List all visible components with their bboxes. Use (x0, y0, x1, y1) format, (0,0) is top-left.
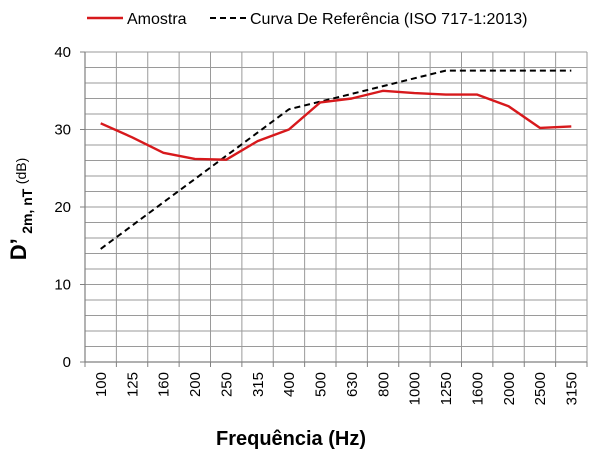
y-axis-title-unit: (dB) (13, 158, 29, 184)
y-axis-title: D’ 2m, nT (dB) (6, 158, 36, 260)
series-line-amostra (100, 89, 572, 161)
y-tick-label: 10 (54, 277, 71, 294)
legend-label-reference-curve: Curva De Referência (ISO 717-1:2013) (250, 11, 527, 28)
x-tick-label: 250 (218, 372, 235, 397)
x-tick-label: 1600 (469, 372, 486, 405)
x-tick-label: 630 (344, 372, 361, 397)
x-tick-label: 1250 (438, 372, 455, 405)
tick-labels: 0 10 20 30 40 100 125 160 200 250 315 400 500 630 800 1… (54, 44, 580, 405)
series (100, 69, 572, 250)
series-line-reference-curve (100, 69, 572, 250)
x-tick-label: 315 (250, 372, 267, 397)
grid (84, 51, 588, 362)
x-axis-title: Frequência (Hz) (216, 428, 366, 450)
x-tick-label: 500 (313, 372, 330, 397)
x-tick-label: 2500 (532, 372, 549, 405)
axes (80, 51, 588, 367)
x-tick-label: 200 (187, 372, 204, 397)
x-tick-label: 3150 (564, 372, 581, 405)
x-tick-label: 125 (124, 372, 141, 397)
x-tick-label: 100 (93, 372, 110, 397)
x-tick-label: 160 (156, 372, 173, 397)
y-axis-title-subscript: 2m, nT (19, 188, 35, 234)
y-axis-title-main: D’ (6, 238, 31, 260)
x-tick-label: 800 (375, 372, 392, 397)
x-tick-label: 2000 (501, 372, 518, 405)
legend-label-amostra: Amostra (127, 11, 187, 28)
x-tick-label: 1000 (407, 372, 424, 405)
legend: Amostra Curva De Referência (ISO 717-1:2… (87, 11, 527, 28)
y-tick-label: 0 (63, 354, 71, 371)
y-tick-label: 40 (54, 44, 71, 61)
y-tick-label: 20 (54, 199, 71, 216)
y-tick-label: 30 (54, 122, 71, 139)
x-tick-label: 400 (281, 372, 298, 397)
